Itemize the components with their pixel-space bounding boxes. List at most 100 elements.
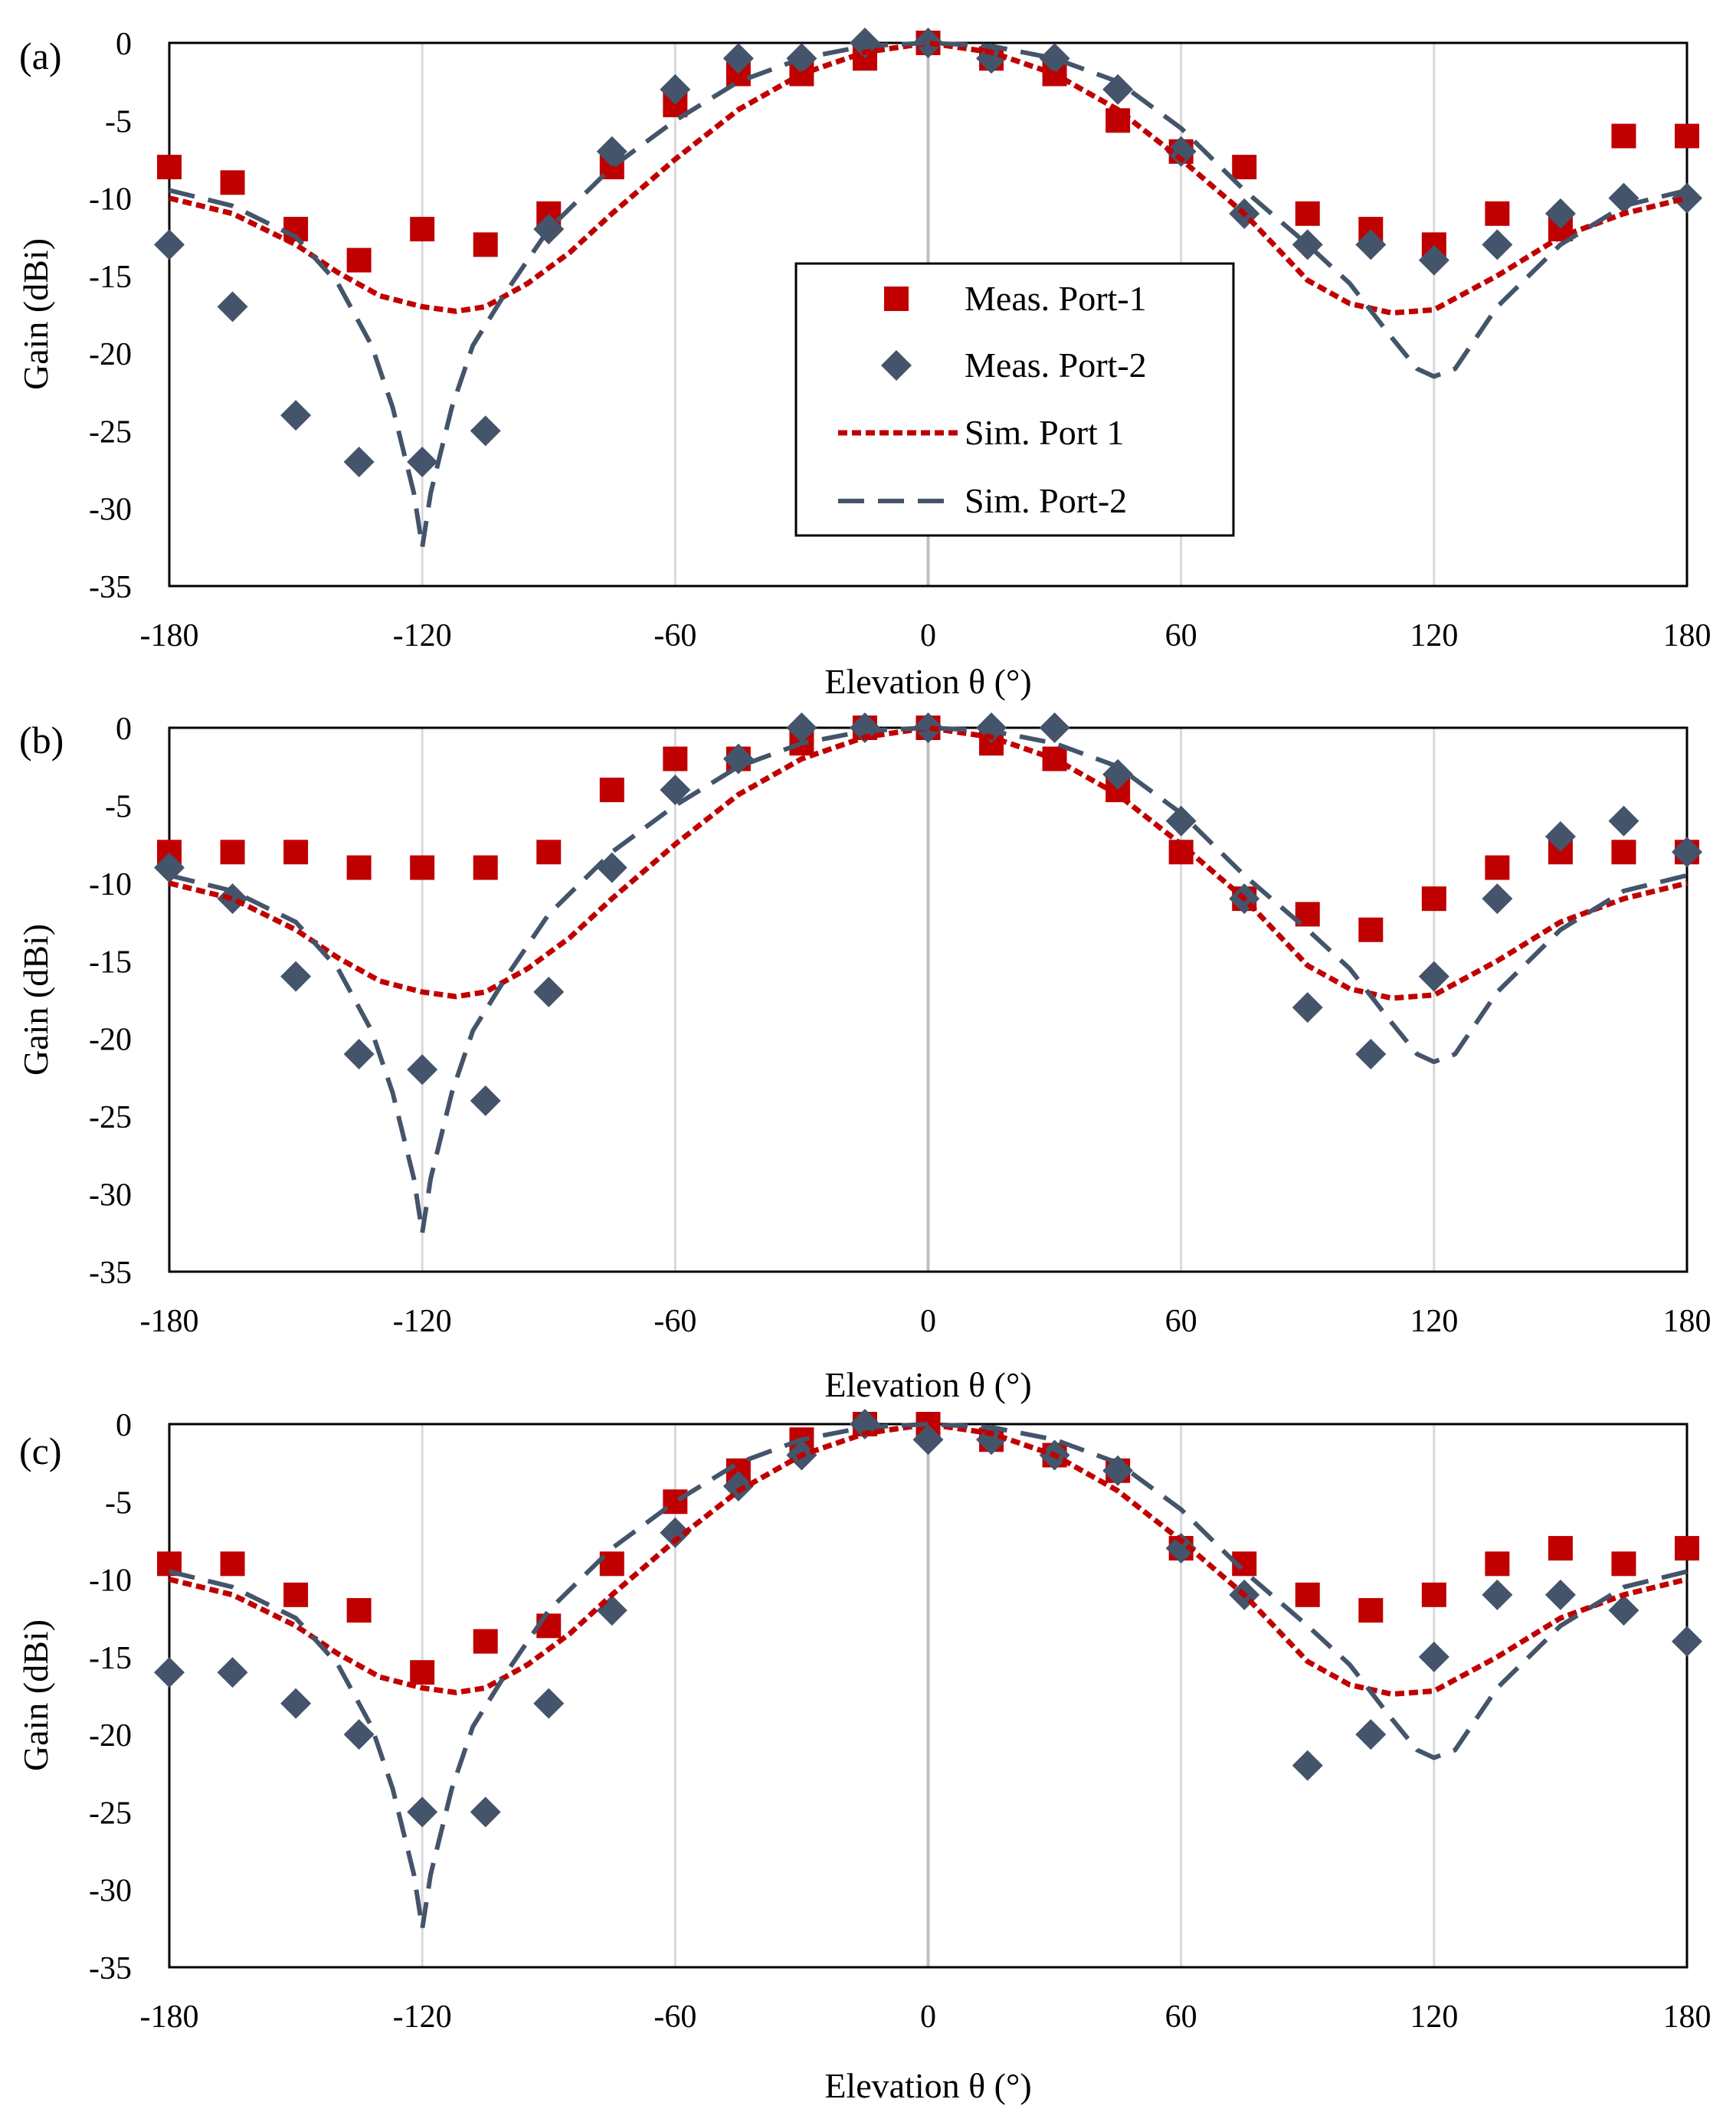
y-tick-label: -30 <box>89 1178 132 1213</box>
y-tick-label: -15 <box>89 1641 132 1676</box>
meas-port1-point <box>220 840 245 865</box>
meas-port1-point <box>410 217 435 242</box>
meas-port2-point <box>154 1657 185 1688</box>
y-tick-label: -20 <box>89 337 132 372</box>
x-tick-label: -120 <box>393 618 452 653</box>
meas-port2-point <box>1039 43 1070 74</box>
meas-port1-point <box>1485 855 1510 880</box>
meas-port2-point <box>849 1409 880 1439</box>
meas-port1-point <box>1611 840 1636 865</box>
meas-port2-point <box>343 1039 375 1069</box>
meas-port2-point <box>1482 883 1513 915</box>
meas-port1-point <box>346 247 372 273</box>
meas-port1-point <box>1611 123 1636 149</box>
x-tick-label: -60 <box>653 618 696 653</box>
y-axis-title: Gain (dBi) <box>16 924 55 1076</box>
meas-port1-point <box>1232 155 1257 180</box>
meas-port2-point <box>533 1688 565 1719</box>
y-axis-title: Gain (dBi) <box>16 1619 55 1771</box>
meas-port2-point <box>660 774 691 806</box>
meas-port2-point <box>533 976 565 1007</box>
x-tick-label: 120 <box>1410 1304 1458 1339</box>
sim-port2-line <box>169 41 1688 550</box>
meas-port2-point <box>722 43 754 74</box>
meas-port2-point <box>1672 182 1702 214</box>
meas-port1-point <box>536 840 562 865</box>
meas-port1-point <box>346 855 372 880</box>
x-tick-label: -120 <box>393 1304 452 1339</box>
series-meas-port-1 <box>157 716 1699 942</box>
meas-port2-point <box>1292 992 1323 1023</box>
x-tick-label: -180 <box>140 618 199 653</box>
meas-port2-point <box>407 446 438 477</box>
x-tick-label: -180 <box>140 1304 199 1339</box>
meas-port2-point <box>976 1424 1007 1456</box>
series-sim-port-1 <box>169 40 1688 316</box>
meas-port2-point <box>343 446 375 477</box>
meas-port2-point <box>1355 1039 1387 1069</box>
y-tick-label: -25 <box>89 414 132 450</box>
meas-port2-point <box>1418 1641 1449 1672</box>
series-sim-port-2 <box>169 725 1688 1236</box>
meas-port1-point <box>1675 123 1699 149</box>
y-tick-label: -30 <box>89 1874 132 1909</box>
panel-label: (a) <box>19 34 62 77</box>
meas-port2-point <box>596 852 627 883</box>
meas-port2-point <box>596 1595 627 1626</box>
legend: Meas. Port-1 Meas. Port-2 Sim. Port 1 Sim. … <box>794 262 1235 537</box>
y-tick-label: -20 <box>89 1023 132 1058</box>
legend-label: Meas. Port-1 <box>965 279 1147 318</box>
meas-port2-point <box>280 400 312 431</box>
meas-port2-point <box>407 1796 438 1828</box>
sim-port1-line <box>169 1421 1688 1697</box>
meas-port2-point <box>470 415 501 447</box>
meas-port1-point <box>1675 1536 1699 1561</box>
y-tick-label: -5 <box>105 1485 132 1521</box>
meas-port2-point <box>1102 758 1134 790</box>
meas-port2-point <box>786 712 817 743</box>
meas-port1-point <box>1358 917 1384 942</box>
meas-port1-point <box>599 778 624 803</box>
panel-label: (b) <box>19 719 64 761</box>
series-meas-port-2 <box>154 28 1702 477</box>
x-tick-label: 60 <box>1165 1999 1197 2035</box>
meas-port2-point <box>976 43 1007 74</box>
legend-label: Sim. Port 1 <box>965 413 1124 452</box>
x-tick-label: 180 <box>1663 618 1711 653</box>
meas-port2-point <box>849 712 880 743</box>
meas-port2-point <box>343 1719 375 1750</box>
meas-port2-point <box>1102 74 1134 105</box>
meas-port2-point <box>1608 805 1639 837</box>
meas-port2-point <box>217 1657 248 1688</box>
y-tick-label: -10 <box>89 1564 132 1599</box>
y-tick-label: -10 <box>89 182 132 218</box>
meas-port2-point <box>280 1688 312 1719</box>
meas-port2-point <box>1355 229 1387 260</box>
meas-port1-point <box>473 1629 498 1654</box>
meas-port1-point <box>157 155 182 180</box>
meas-port1-point <box>1421 886 1446 912</box>
meas-port2-point <box>912 712 944 743</box>
y-tick-label: 0 <box>116 1408 132 1443</box>
y-tick-label: -5 <box>105 104 132 139</box>
x-axis-title: Elevation θ (°) <box>824 2066 1031 2105</box>
meas-port2-point <box>280 961 312 992</box>
sim-port1-line <box>169 725 1688 1001</box>
meas-port1-point <box>220 1551 245 1577</box>
meas-port2-point <box>1544 198 1576 229</box>
meas-port1-point <box>410 855 435 880</box>
chart-panel-c: -180 -120 -60 0 60 120 180 0 -5 -10 -15 -20 -25 -30 -3… <box>16 1408 1711 2105</box>
y-tick-label: 0 <box>116 712 132 747</box>
meas-port1-point <box>346 1598 372 1623</box>
x-tick-label: 60 <box>1165 618 1197 653</box>
meas-port2-point <box>912 28 944 58</box>
sim-port1-line <box>169 40 1688 316</box>
meas-port1-point <box>1548 1536 1573 1561</box>
chart-panel-a: -180 -120 -60 0 60 120 180 0 -5 -10 -15 -20 -25 -30 -3… <box>16 27 1711 701</box>
y-tick-label: -25 <box>89 1796 132 1831</box>
sim-port2-line <box>169 725 1688 1236</box>
meas-port1-point <box>410 1660 435 1685</box>
meas-port2-point <box>1039 712 1070 743</box>
series-sim-port-1 <box>169 1421 1688 1697</box>
x-tick-label: 180 <box>1663 1304 1711 1339</box>
